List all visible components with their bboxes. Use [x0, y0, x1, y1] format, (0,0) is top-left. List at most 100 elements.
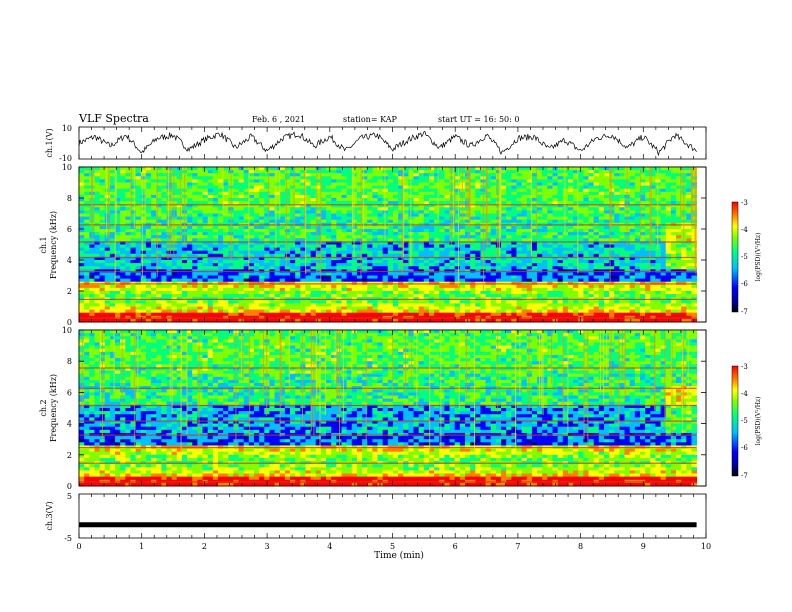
spectrogram-cell	[419, 245, 425, 249]
spectrogram-cell	[604, 179, 610, 183]
spectrogram-cell	[676, 229, 682, 233]
spectrogram-cell	[383, 260, 389, 264]
spectrogram-cell	[336, 251, 342, 255]
spectrogram-cell	[203, 195, 209, 199]
spectrogram-cell	[465, 248, 471, 252]
spectrogram-cell	[671, 272, 677, 276]
spectrogram-cell	[568, 260, 574, 264]
spectrogram-cell	[604, 279, 610, 283]
spectrogram-cell	[305, 238, 311, 242]
spectrogram-cell	[516, 248, 522, 252]
spectrogram-cell	[120, 186, 126, 190]
spectrogram-cell	[331, 251, 337, 255]
spectrogram-cell	[594, 179, 600, 183]
spectrogram-cell	[552, 201, 558, 205]
spectrogram-cell	[424, 198, 430, 202]
spectrogram-cell	[285, 189, 291, 193]
spectrogram-cell	[290, 189, 296, 193]
spectrogram-cell	[341, 179, 347, 183]
spectrogram-cell	[383, 248, 389, 252]
spectrogram-cell	[393, 229, 399, 233]
spectrogram-cell	[125, 220, 131, 224]
spectrogram-cell	[686, 238, 692, 242]
spectrogram-cell	[403, 279, 409, 283]
spectrogram-cell	[166, 294, 172, 298]
spectrogram-cell	[151, 192, 157, 196]
spectrogram-cell	[305, 251, 311, 255]
spectrogram-cell	[84, 272, 90, 276]
spectrogram-cell	[326, 217, 332, 221]
spectrogram-cell	[537, 201, 543, 205]
spectrogram-cell	[486, 251, 492, 255]
spectrogram-cell	[249, 238, 255, 242]
spectrogram-cell	[233, 192, 239, 196]
spectrogram-cell	[275, 254, 281, 257]
spectrogram-cell	[419, 217, 425, 221]
spectrogram-cell	[558, 220, 564, 224]
spectrogram-cell	[197, 183, 203, 187]
spectrogram-cell	[630, 201, 636, 205]
spectrogram-cell	[146, 260, 152, 264]
spectrogram-cell	[79, 291, 85, 295]
spectrogram-cell	[203, 291, 209, 295]
spectrogram-cell	[501, 192, 507, 196]
spectrogram-cell	[295, 248, 301, 252]
spectrogram-cell	[89, 263, 95, 267]
spectrogram-cell	[326, 183, 332, 187]
spectrogram-cell	[444, 189, 450, 193]
spectrogram-cell	[558, 291, 564, 295]
spectrogram-cell	[594, 217, 600, 221]
spectrogram-cell	[208, 263, 214, 267]
spectrogram-cell	[516, 251, 522, 255]
spectrogram-cell	[501, 272, 507, 276]
spectrogram-cell	[331, 294, 337, 298]
spectrogram-cell	[650, 288, 656, 292]
spectrogram-cell	[439, 201, 445, 205]
spectrogram-cell	[547, 167, 553, 171]
spectrogram-cell	[136, 235, 142, 239]
spectrogram-cell	[491, 189, 497, 193]
spectrogram-cell	[434, 220, 440, 224]
spectrogram-cell	[383, 291, 389, 295]
spectrogram-cell	[614, 217, 620, 221]
spectrogram-cell	[264, 229, 270, 233]
spectrogram-cell	[352, 272, 358, 276]
spectrogram-cell	[676, 266, 682, 270]
spectrogram-cell	[568, 235, 574, 239]
spectrogram-cell	[120, 179, 126, 183]
spectrogram-cell	[367, 285, 373, 289]
spectrogram-cell	[439, 248, 445, 252]
spectrogram-cell	[223, 288, 229, 292]
spectrogram-cell	[269, 251, 275, 255]
spectrogram-cell	[254, 263, 260, 267]
spectrogram-cell	[475, 173, 481, 177]
spectrogram-cell	[254, 210, 260, 214]
spectrogram-cell	[321, 207, 327, 211]
spectrogram-cell	[470, 195, 476, 199]
spectrogram-cell	[501, 173, 507, 177]
spectrogram-cell	[192, 263, 198, 267]
spectrogram-cell	[552, 220, 558, 224]
spectrogram-cell	[311, 198, 317, 202]
spectrogram-cell	[321, 279, 327, 283]
spectrogram-cell	[331, 229, 337, 233]
spectrogram-cell	[141, 229, 147, 233]
spectrogram-cell	[187, 245, 193, 249]
spectrogram-cell	[84, 288, 90, 292]
spectrogram-cell	[259, 288, 265, 292]
spectrogram-cell	[429, 288, 435, 292]
spectrogram-cell	[166, 266, 172, 270]
spectrogram-cell	[100, 291, 106, 295]
spectrogram-cell	[362, 210, 368, 214]
spectrogram-cell	[522, 220, 528, 224]
spectrogram-cell	[475, 291, 481, 295]
spectrogram-cell	[522, 179, 528, 183]
spectrogram-cell	[450, 217, 456, 221]
spectrogram-cell	[151, 183, 157, 187]
spectrogram-cell	[110, 179, 116, 183]
spectrogram-cell	[594, 186, 600, 190]
spectrogram-cell	[614, 198, 620, 202]
spectrogram-cell	[187, 238, 193, 242]
spectrogram-cell	[280, 288, 286, 292]
spectrogram-cell	[640, 263, 646, 267]
